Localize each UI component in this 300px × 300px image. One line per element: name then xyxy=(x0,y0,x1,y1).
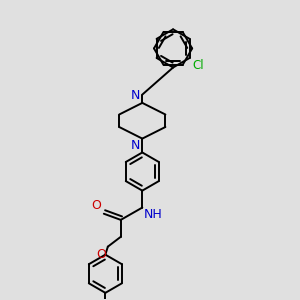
Text: NH: NH xyxy=(144,208,163,221)
Text: O: O xyxy=(96,248,106,261)
Text: O: O xyxy=(92,199,101,212)
Text: N: N xyxy=(130,139,140,152)
Text: N: N xyxy=(130,89,140,102)
Text: Cl: Cl xyxy=(193,59,204,73)
